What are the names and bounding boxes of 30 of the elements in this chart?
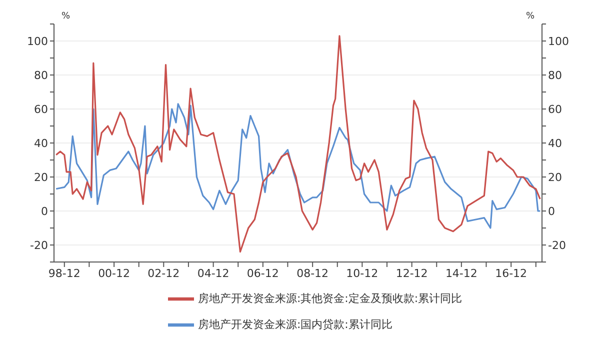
- x-tick-label: 16-12: [495, 266, 528, 280]
- legend-label: 房地产开发资金来源:国内贷款:累计同比: [198, 318, 392, 332]
- x-tick-label: 02-12: [148, 266, 180, 280]
- x-tick-label: 98-12: [48, 266, 80, 280]
- y2-tick-label: 40: [548, 136, 562, 150]
- y2-tick-label: 80: [548, 68, 562, 82]
- legend-label: 房地产开发资金来源:其他资金:定金及预收款:累计同比: [198, 292, 462, 306]
- x-tick-label: 08-12: [296, 266, 329, 280]
- x-tick-label: 04-12: [197, 266, 230, 280]
- y-tick-label: 60: [34, 102, 48, 116]
- y-tick-label: 80: [34, 68, 48, 82]
- y2-tick-label: 60: [548, 102, 562, 116]
- y2-tick-label: 100: [548, 34, 569, 48]
- x-tick-label: 12-12: [396, 266, 428, 280]
- x-tick-label: 06-12: [246, 266, 279, 280]
- y-tick-label: 20: [34, 170, 48, 184]
- y-tick-label: 40: [34, 136, 48, 150]
- y-tick-label: 0: [41, 204, 48, 218]
- y-tick-label: 100: [27, 34, 48, 48]
- y2-tick-label: -20: [548, 238, 566, 252]
- x-tick-label: 10-12: [346, 266, 378, 280]
- y2-axis-title: %: [526, 11, 535, 22]
- y2-tick-label: 0: [548, 204, 555, 218]
- y2-tick-label: 20: [548, 170, 562, 184]
- y-axis-title: %: [61, 11, 70, 22]
- x-tick-label: 00-12: [98, 266, 130, 280]
- line-series: [55, 103, 541, 229]
- y-tick-label: -20: [30, 238, 48, 252]
- line-series: [55, 35, 541, 253]
- x-tick-label: 14-12: [445, 266, 478, 280]
